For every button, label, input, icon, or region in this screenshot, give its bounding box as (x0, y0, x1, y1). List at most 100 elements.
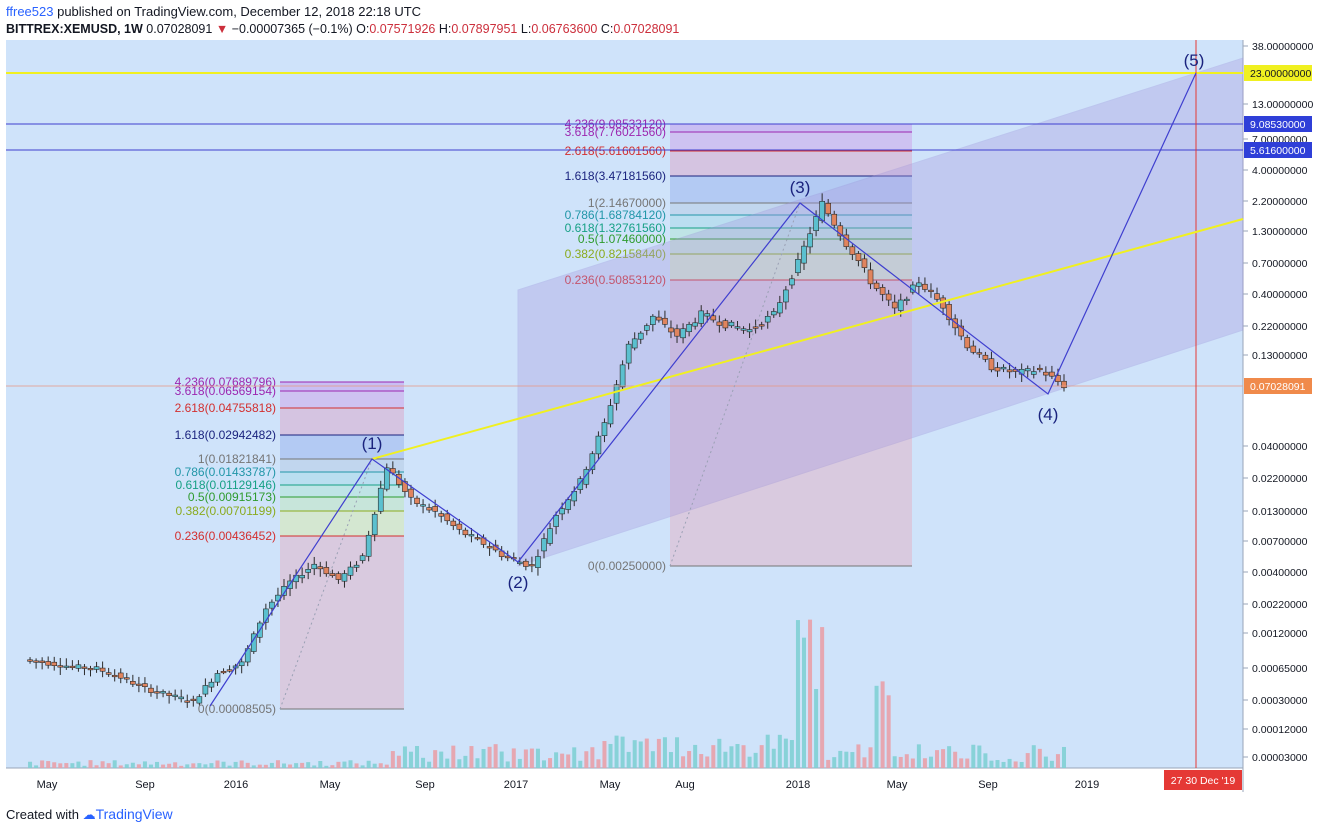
volume-bar (650, 751, 655, 768)
volume-bar (257, 764, 262, 768)
volume-bar (662, 737, 667, 768)
candle-body (154, 691, 160, 694)
tradingview-logo-icon: ☁ (82, 807, 96, 822)
candle-body (559, 508, 565, 515)
volume-bar (947, 746, 952, 768)
candle-body (353, 564, 360, 568)
volume-bar (711, 745, 716, 768)
price-change: −0.00007365 (−0.1%) (231, 22, 353, 36)
candle-body (226, 669, 233, 672)
volume-bar (590, 747, 595, 768)
volume-bar (983, 753, 988, 768)
volume-bar (58, 763, 63, 768)
volume-bar (922, 758, 927, 768)
wave-label: (2) (508, 573, 529, 592)
time-axis-label: 2017 (504, 779, 528, 791)
candle-body (692, 322, 698, 327)
fib1-level-label: 1.618(0.02942482) (175, 428, 276, 442)
volume-bar (753, 752, 758, 768)
author-link[interactable]: ffree523 (6, 4, 54, 19)
price-flag (1244, 142, 1312, 158)
volume-bar (668, 752, 673, 768)
volume-bar (941, 749, 946, 768)
volume-bar (185, 764, 190, 768)
volume-bar (28, 761, 33, 768)
volume-bar (288, 764, 293, 768)
candle-body (486, 546, 493, 549)
volume-bar (263, 764, 268, 768)
candle-body (819, 201, 825, 221)
volume-bar (408, 751, 413, 768)
candle-body (432, 506, 438, 512)
time-axis-label: Sep (978, 779, 998, 791)
candle-body (970, 345, 977, 353)
volume-bar (771, 748, 776, 768)
volume-bar (1001, 761, 1006, 768)
candle-body (625, 343, 632, 364)
volume-bar (838, 750, 843, 768)
fib1-level-label: 0.786(0.01433787) (175, 465, 276, 479)
low-value: 0.06763600 (531, 22, 598, 36)
volume-bar (348, 760, 353, 768)
volume-bar (493, 744, 498, 768)
volume-bar (687, 751, 692, 768)
candle-body (613, 384, 620, 404)
yellow-trendline (371, 218, 1244, 460)
volume-bar (282, 763, 286, 768)
volume-bar (457, 759, 462, 768)
volume-bar (741, 745, 746, 768)
parallel-channel (517, 57, 1244, 567)
volume-bar (1013, 761, 1018, 768)
volume-bar (421, 757, 426, 768)
candle-body (75, 664, 82, 669)
volume-bar (197, 763, 202, 768)
price-axis-label: 0.00700000 (1252, 536, 1308, 548)
volume-bar (886, 695, 891, 768)
candle-body (1030, 371, 1037, 375)
candle-body (1006, 369, 1013, 373)
candle-body (1000, 366, 1007, 370)
candle-body (468, 534, 475, 537)
candle-body (263, 608, 269, 623)
price-axis-label: 0.00065000 (1252, 663, 1308, 675)
volume-bar (542, 760, 546, 768)
candle-body (789, 278, 795, 286)
candle-body (99, 667, 106, 672)
candle-body (770, 311, 777, 316)
volume-bar (251, 765, 256, 768)
volume-bar (402, 746, 407, 768)
volume-bar (820, 627, 825, 768)
created-with-text: Created with (6, 807, 79, 822)
volume-bar (318, 761, 323, 768)
fib2-level-label: 2.618(5.61601560) (565, 144, 666, 158)
volume-bar (354, 763, 359, 768)
candle-body (87, 668, 94, 671)
volume-bar (1043, 756, 1048, 768)
time-axis-label: 2019 (1075, 779, 1099, 791)
volume-bar (330, 765, 335, 768)
symbol-name[interactable]: BITTREX:XEMUSD, 1W (6, 22, 143, 36)
volume-bar (953, 751, 958, 768)
candle-body (783, 289, 789, 303)
tradingview-brand[interactable]: TradingView (95, 806, 173, 822)
candle-body (347, 566, 354, 576)
candle-body (903, 298, 910, 301)
volume-bar (427, 761, 432, 768)
candle-body (643, 325, 650, 331)
fib1-level-label: 2.618(0.04755818) (175, 401, 276, 415)
candle-body (879, 287, 886, 295)
candle-body (982, 354, 989, 360)
candle-body (589, 453, 596, 470)
high-value: 0.07897951 (451, 22, 518, 36)
candle-body (849, 246, 856, 255)
candle-body (130, 681, 136, 685)
price-axis-label: 13.00000000 (1252, 99, 1313, 111)
candle-body (377, 487, 384, 512)
fib1-zone (280, 511, 404, 536)
candle-body (952, 318, 958, 329)
volume-bar (191, 763, 196, 768)
volume-bar (935, 750, 940, 768)
volume-bar (415, 745, 420, 768)
candle-body (867, 269, 874, 285)
